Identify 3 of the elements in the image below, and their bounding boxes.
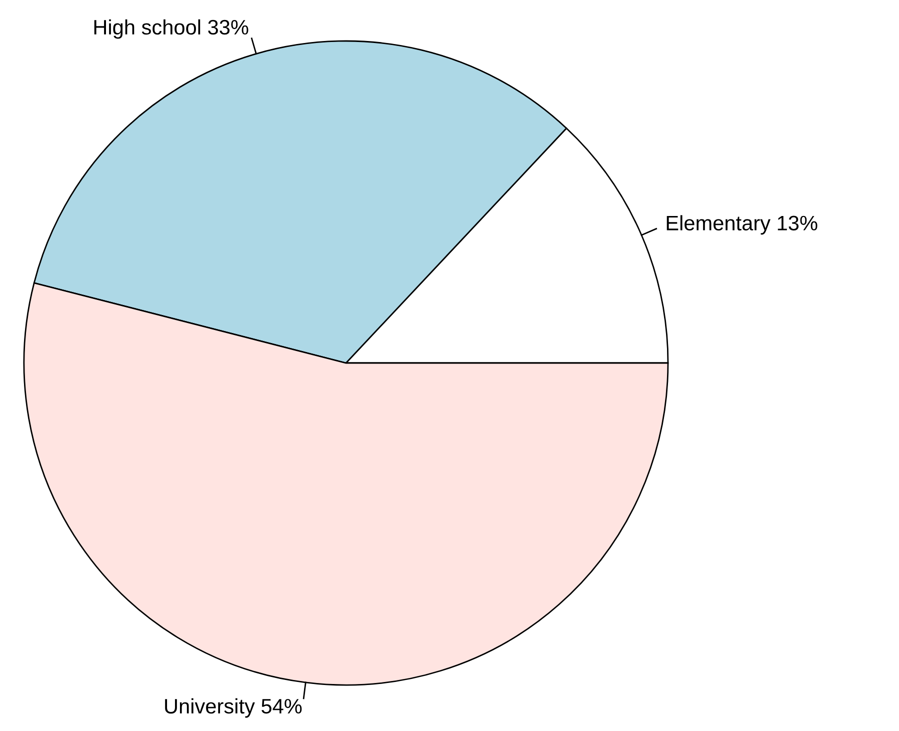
slice-label: Elementary 13% — [666, 215, 818, 235]
slice-label: High school 33% — [94, 19, 248, 39]
slice-label: University 54% — [165, 698, 302, 718]
